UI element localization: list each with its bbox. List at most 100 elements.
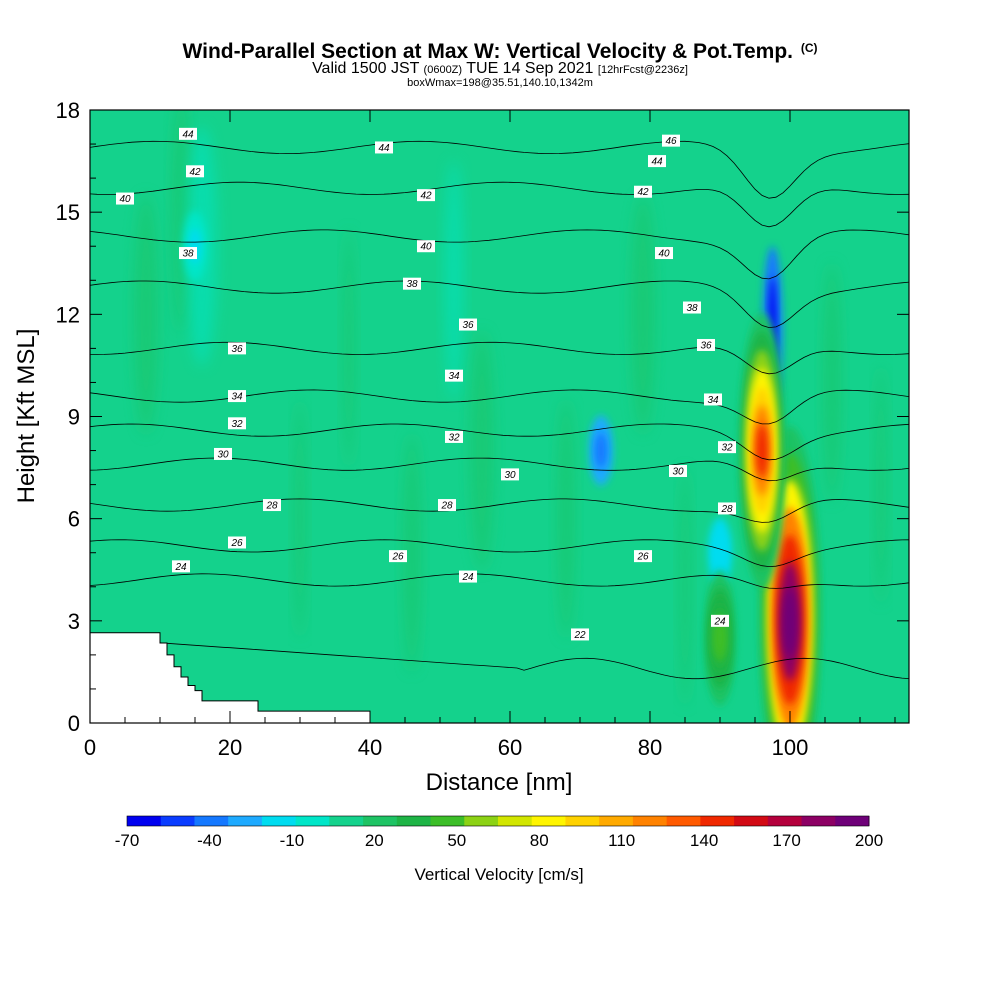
colorbar-tick-label: 170 [772, 831, 800, 850]
title-text: Wind-Parallel Section at Max W: Vertical… [182, 40, 793, 63]
field-streak [823, 262, 841, 503]
contour-label: 44 [182, 129, 194, 140]
contour-label-box [228, 390, 246, 403]
field-streak [470, 330, 494, 571]
contour-label-box [228, 417, 246, 430]
colorbar-tick-label: 200 [855, 831, 883, 850]
valid-utc: (0600Z) [423, 64, 463, 76]
contour-label-box [704, 393, 722, 406]
contour-label: 38 [686, 303, 698, 314]
downdraft-core [714, 534, 726, 571]
box-info: boxWmax=198@35.51,140.10,1342m [407, 77, 593, 89]
colorbar-swatch [531, 816, 566, 826]
contour-label-box [186, 165, 204, 178]
contour-label-box [438, 499, 456, 512]
contour-label-box [403, 277, 421, 290]
colorbar-tick-label: 80 [530, 831, 549, 850]
colorbar-swatch [261, 816, 297, 826]
contour-label: 44 [378, 143, 390, 154]
x-tick-label: 60 [498, 735, 522, 760]
colorbar-swatch [599, 816, 634, 826]
contour-label-box [172, 560, 190, 573]
colorbar-swatch [127, 816, 162, 826]
field-streak [294, 398, 306, 639]
contour-label: 28 [720, 504, 733, 515]
x-tick-label: 100 [772, 735, 809, 760]
colorbar-tick-label: 20 [365, 831, 384, 850]
contour-label-box [697, 338, 715, 351]
contour-label: 26 [230, 538, 243, 549]
field-streak [343, 228, 355, 469]
contour-label-box [445, 369, 463, 382]
field-streak [403, 432, 421, 673]
colorbar-swatch [767, 816, 803, 826]
y-tick-label: 6 [68, 507, 80, 532]
contour-label-box [389, 550, 407, 563]
contour-label-box [116, 192, 134, 205]
contour-label: 36 [700, 340, 712, 351]
x-tick-label: 0 [84, 735, 96, 760]
colorbar-tick-label: 140 [690, 831, 718, 850]
theta-contour-32 [90, 423, 909, 461]
contour-label: 24 [713, 616, 726, 627]
forecast-info: [12hrFcst@2236z] [597, 64, 688, 76]
colorbar-swatch [666, 816, 701, 826]
contour-label-box [179, 247, 197, 260]
y-tick-label: 0 [68, 711, 80, 736]
contour-label-box [711, 614, 729, 627]
contour-label: 30 [217, 449, 229, 460]
colorbar-swatch [632, 816, 668, 826]
contour-label-box [718, 441, 736, 454]
contour-label: 24 [461, 572, 474, 583]
contour-label: 26 [391, 552, 404, 563]
colorbar: -70 -40 -10 20 50 80 110 140 170 200 [115, 815, 883, 850]
colorbar-tick-label: -70 [115, 831, 140, 850]
contour-label-box [683, 301, 701, 314]
contour-label: 38 [182, 249, 194, 260]
contour-label-box [445, 430, 463, 443]
colorbar-swatch [835, 816, 870, 826]
valid-prefix: Valid 1500 JST [312, 60, 420, 77]
contour-label: 28 [265, 501, 278, 512]
contour-label: 32 [448, 432, 460, 443]
contour-label: 36 [231, 344, 243, 355]
contour-label: 40 [658, 249, 670, 260]
contour-label: 32 [721, 443, 733, 454]
colorbar-swatch [329, 816, 364, 826]
contour-label-box [655, 247, 673, 260]
colorbar-tick-label: -10 [280, 831, 305, 850]
x-tick-label: 20 [218, 735, 242, 760]
y-axis-label: Height [Kft MSL] [13, 329, 40, 504]
contour-label-box [718, 502, 736, 515]
theta-contour-24 [90, 573, 909, 589]
colorbar-tick-label: 110 [608, 831, 635, 850]
contour-label: 34 [707, 395, 719, 406]
contour-label-box [417, 240, 435, 253]
colorbar-swatch [734, 816, 769, 826]
contour-label: 36 [462, 320, 474, 331]
contour-label: 34 [231, 392, 243, 403]
colorbar-swatch [396, 816, 432, 826]
y-tick-label: 9 [68, 405, 80, 430]
updraft-plume [705, 569, 735, 706]
colorbar-tick-label: -40 [197, 831, 222, 850]
contour-label: 22 [573, 630, 586, 641]
theta-contour-40 [90, 229, 909, 280]
y-tick-label: 15 [56, 200, 80, 225]
contour-label-box [228, 342, 246, 355]
contour-label: 26 [636, 552, 649, 563]
chart-title: Wind-Parallel Section at Max W: Vertical… [0, 36, 1000, 64]
theta-contour-22 [90, 637, 909, 680]
contour-label: 40 [119, 194, 131, 205]
contour-label-box [669, 464, 687, 477]
contour-label-box [662, 134, 680, 147]
contour-label-box [228, 536, 246, 549]
colorbar-swatch [194, 816, 229, 826]
field-streak [631, 194, 655, 435]
contour-label-box [459, 570, 477, 583]
contour-label-box [459, 318, 477, 331]
theta-contour-42 [90, 181, 909, 228]
colorbar-swatch [700, 816, 735, 826]
